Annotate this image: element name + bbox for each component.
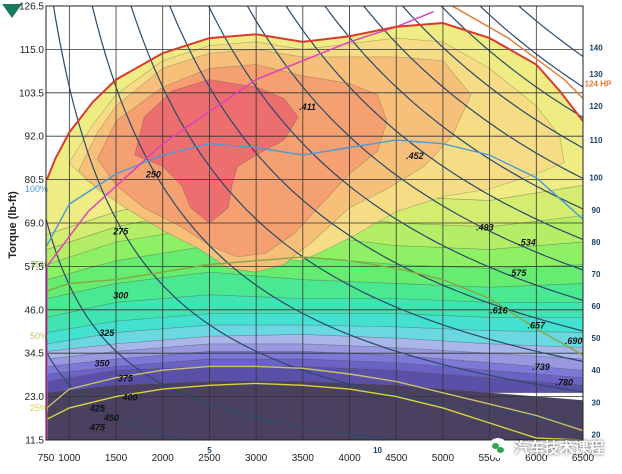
bsfc-labels: .411 .452 250 275 .493 .534 .575 300 .616 .657 325…	[25, 102, 582, 433]
hp-tick-label-8: 60	[592, 302, 601, 311]
corner-marker	[2, 4, 22, 18]
x-tick-label-0: 750	[38, 453, 55, 464]
throttle-line-0	[46, 139, 583, 246]
wechat-icon	[487, 437, 508, 458]
x-tick-label-5: 3000	[245, 453, 268, 464]
hp-curve-20	[52, 6, 583, 424]
bsfc-label-12: 350	[95, 358, 110, 368]
bsfc-label-3: 275	[112, 226, 129, 236]
y-tick-label-0: 11.5	[25, 436, 44, 447]
throttle-label-1: 75%	[30, 260, 48, 270]
throttle-line-1	[46, 256, 583, 356]
hp-curve-60	[207, 6, 583, 302]
hp-tick-label-3: 110	[590, 136, 603, 145]
y-tick-label-7: 92.0	[25, 132, 45, 143]
y-tick-label-2: 34.5	[25, 349, 45, 360]
x-tick-label-3: 2000	[152, 453, 175, 464]
hp-curve-120	[440, 6, 583, 119]
bsfc-label-0: .411	[299, 102, 316, 112]
x-tick-label-10: 5500	[478, 453, 501, 464]
bsfc-label-13: 375	[118, 374, 134, 384]
hp-tick-label-7: 70	[592, 270, 601, 279]
hp-curve-90	[324, 6, 583, 210]
hp-tick-label-14: 5	[207, 446, 212, 455]
max-torque-curve	[46, 6, 583, 180]
hp-curve-5	[46, 349, 193, 440]
hp-curve-80	[285, 6, 583, 241]
bsfc-contour-regions	[46, 6, 583, 440]
hp-tick-label-4: 100	[589, 174, 603, 183]
hp-curve-40	[130, 6, 583, 363]
bsfc-label-4: .493	[476, 223, 494, 233]
throttle-line-2	[46, 365, 583, 432]
hp-tick-label-6: 80	[592, 238, 601, 247]
hp-tick-label-5: 90	[592, 206, 601, 215]
hp-curve-10	[46, 216, 409, 440]
throttle-label-3: 25%	[30, 403, 48, 413]
x-tick-label-7: 4000	[338, 453, 361, 464]
bsfc-label-6: .575	[509, 268, 528, 278]
hp-tick-label-10: 40	[592, 366, 601, 375]
x-tick-label-12: 6500	[572, 453, 595, 464]
y-tick-label-6: 80.5	[25, 175, 45, 186]
bsfc-label-16: .780	[556, 377, 574, 387]
y-tick-label-1: 23.0	[25, 392, 45, 403]
grid-lines	[45, 5, 584, 441]
bsfc-label-19: 475	[89, 423, 106, 433]
bsfc-label-15: 400	[122, 392, 138, 402]
bsfc-label-11: .690	[565, 336, 583, 346]
hp-curve-140	[517, 6, 583, 58]
bsfc-label-18: 450	[103, 413, 119, 423]
watermark-text: 汽车技术课程	[513, 439, 604, 457]
throttle-line-3	[46, 382, 583, 440]
bsfc-label-5: .534	[518, 238, 536, 248]
x-tick-label-4: 2500	[198, 453, 221, 464]
hp-tick-label-2: 120	[589, 102, 603, 111]
bsfc-label-1: .452	[406, 151, 424, 161]
x-tick-label-8: 4500	[385, 453, 408, 464]
hp-tick-label-11: 30	[592, 398, 601, 407]
power-curves	[46, 6, 583, 440]
x-tick-label-2: 1500	[105, 453, 128, 464]
bsfc-label-9: .657	[528, 321, 547, 331]
bsfc-label-2: 250	[145, 170, 161, 180]
plot-frame	[45, 5, 584, 441]
x-tick-label-9: 5000	[432, 453, 455, 464]
hp-tick-label-12: 20	[592, 430, 601, 439]
bsfc-region-5	[46, 333, 583, 360]
throttle-label-2: 50%	[30, 331, 48, 341]
bsfc-label-14: .739	[532, 362, 550, 372]
y-tick-label-10: 126.5	[19, 2, 44, 13]
bsfc-label-7: 300	[113, 290, 128, 300]
hp-curve-70	[246, 6, 583, 271]
y-tick-label-8: 103.5	[19, 88, 44, 99]
y-tick-label-4: 57.5	[25, 262, 45, 273]
hp-curve-100	[362, 6, 583, 180]
hp-tick-label-13: 10	[373, 446, 382, 455]
hp-curve-110	[401, 6, 583, 149]
max-torque-line	[46, 21, 583, 180]
hp-peak-label: 124 HP	[585, 79, 612, 88]
y-axis-label: Torque (lb-ft)	[7, 191, 19, 259]
x-tick-label-6: 3500	[292, 453, 315, 464]
hp-tick-label-9: 50	[592, 334, 601, 343]
hp-tick-label-0: 140	[589, 44, 603, 53]
x-tick-label-11: 6000	[525, 453, 548, 464]
bsfc-label-8: .616	[490, 306, 509, 316]
x-tick-label-1: 1000	[58, 453, 81, 464]
y-tick-label-3: 46.0	[25, 305, 45, 316]
throttle-label-0: 100%	[25, 184, 48, 194]
hp-curve-50	[169, 6, 583, 332]
hp-curve-130	[479, 6, 583, 88]
y-tick-label-5: 69.0	[25, 219, 45, 230]
y-tick-label-9: 115.0	[20, 45, 45, 56]
bsfc-label-10: 325	[99, 328, 115, 338]
max-power-line	[451, 6, 583, 99]
bsfc-label-17: 425	[89, 404, 106, 414]
hp-tick-label-1: 130	[589, 70, 603, 79]
watermark: 汽车技术课程	[487, 437, 604, 458]
axes: 750 1000 1500 2000 2500 3000 3500 4000 4500 5000 5…	[19, 2, 612, 465]
hp-curve-30	[91, 6, 583, 393]
